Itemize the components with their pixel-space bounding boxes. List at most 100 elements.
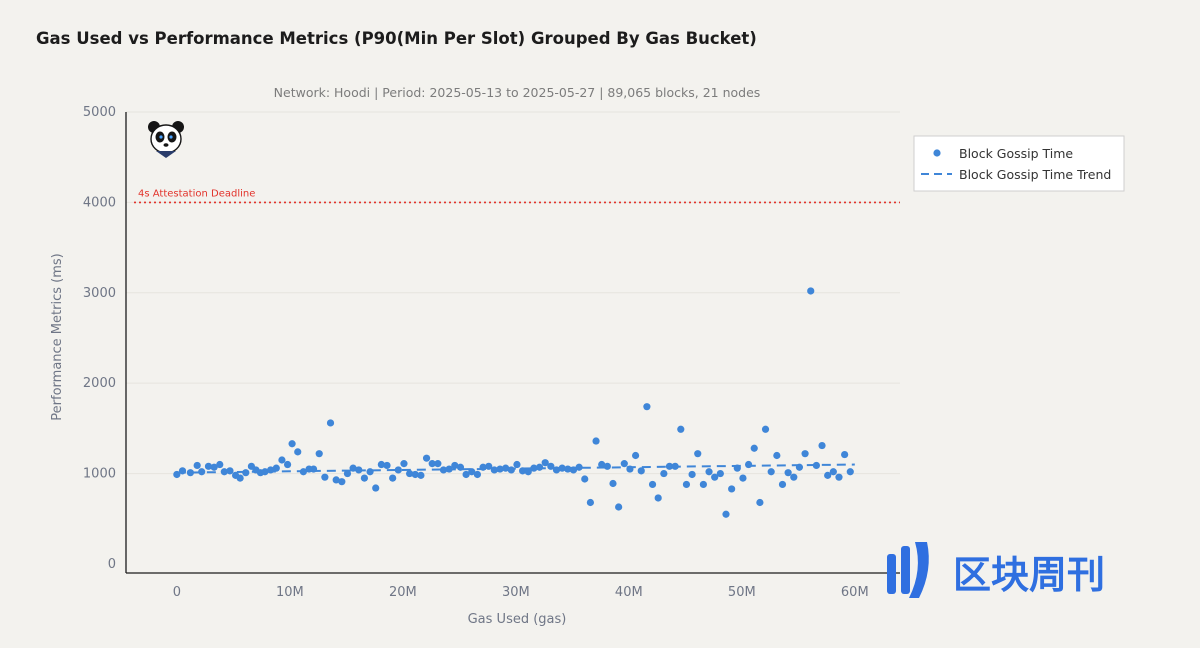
data-point — [389, 474, 397, 482]
data-point — [383, 461, 391, 470]
data-point — [575, 463, 583, 471]
y-tick-label: 3000 — [83, 286, 116, 301]
data-point — [366, 468, 374, 476]
data-point — [400, 460, 408, 468]
data-point — [841, 450, 849, 459]
data-point — [812, 461, 820, 470]
data-point — [711, 473, 719, 481]
y-tick-label: 4000 — [83, 195, 116, 210]
watermark-text: 区块周刊 — [953, 553, 1105, 597]
data-point — [519, 467, 527, 475]
data-point — [377, 460, 385, 469]
data-point — [586, 498, 595, 507]
data-point — [456, 463, 465, 471]
x-tick-label: 40M — [615, 585, 643, 600]
x-tick-label: 60M — [841, 585, 869, 600]
data-point — [338, 478, 346, 486]
data-point — [801, 450, 809, 458]
data-point — [417, 471, 425, 479]
data-point — [620, 460, 628, 468]
data-point — [530, 464, 538, 472]
data-point — [283, 460, 292, 469]
data-point — [451, 461, 459, 470]
data-point — [609, 479, 617, 488]
data-point — [716, 469, 724, 478]
x-tick-label: 0 — [173, 585, 181, 600]
data-point — [564, 465, 572, 473]
data-point — [694, 450, 702, 458]
data-point — [178, 467, 187, 475]
legend-label-points: Block Gossip Time — [959, 146, 1073, 161]
data-point — [795, 463, 804, 471]
data-point — [569, 466, 578, 474]
data-point — [603, 462, 611, 470]
data-point — [535, 463, 544, 471]
data-point — [558, 464, 566, 472]
data-point — [682, 480, 691, 489]
data-point — [372, 484, 380, 492]
data-point — [660, 469, 668, 478]
data-point — [761, 425, 770, 433]
legend: Block Gossip Time Block Gossip Time Tren… — [913, 135, 1125, 192]
x-axis-label: Gas Used (gas) — [468, 612, 567, 627]
data-point — [756, 498, 764, 507]
data-point — [767, 468, 775, 476]
data-point — [615, 503, 623, 511]
data-point — [355, 466, 363, 474]
data-point — [193, 461, 201, 470]
data-point — [473, 470, 482, 479]
scatter-points — [173, 287, 854, 518]
data-point — [485, 462, 493, 470]
watermark: 区块周刊 — [887, 542, 1105, 598]
data-point — [326, 419, 335, 427]
data-point — [445, 465, 453, 473]
data-point — [637, 467, 645, 475]
data-point — [722, 510, 730, 518]
watermark-logo-icon — [887, 542, 929, 598]
data-point — [665, 462, 674, 470]
data-point — [490, 466, 498, 474]
data-point — [267, 466, 275, 474]
y-tick-label: 1000 — [83, 467, 116, 482]
data-point — [807, 287, 815, 295]
y-tick-label: 0 — [108, 557, 116, 572]
data-point — [439, 466, 448, 474]
y-tick-labels: 0 1000 2000 3000 4000 5000 — [83, 105, 116, 572]
data-point — [288, 440, 296, 448]
x-tick-label: 20M — [389, 585, 417, 600]
data-point — [733, 464, 741, 472]
trend-line — [176, 463, 855, 474]
data-point — [278, 456, 286, 464]
data-point — [507, 466, 515, 474]
y-axis-label: Performance Metrics (ms) — [50, 253, 65, 420]
x-tick-label: 30M — [502, 585, 530, 600]
data-point — [744, 460, 753, 469]
data-point — [236, 474, 244, 482]
grid-lines — [126, 111, 900, 475]
data-point — [705, 468, 713, 476]
data-point — [547, 462, 555, 470]
chart-title: Gas Used vs Performance Metrics (P90(Min… — [36, 29, 757, 48]
data-point — [626, 465, 634, 473]
data-point — [671, 462, 679, 470]
data-point — [824, 471, 832, 479]
data-point — [728, 485, 736, 493]
data-point — [309, 465, 318, 473]
data-point — [750, 444, 758, 452]
deadline-label: 4s Attestation Deadline — [138, 188, 255, 199]
data-point — [790, 473, 798, 481]
data-point — [299, 468, 307, 476]
data-point — [784, 469, 792, 477]
data-point — [631, 451, 640, 460]
data-point — [332, 476, 340, 484]
legend-box — [913, 135, 1125, 192]
y-tick-label: 5000 — [83, 105, 116, 120]
data-point — [778, 480, 787, 489]
data-point — [216, 460, 224, 469]
x-tick-labels: 0 10M 20M 30M 40M 50M 60M — [173, 585, 869, 600]
data-point — [502, 464, 510, 472]
data-point — [321, 473, 329, 481]
data-point — [173, 470, 181, 479]
data-point — [343, 469, 352, 478]
